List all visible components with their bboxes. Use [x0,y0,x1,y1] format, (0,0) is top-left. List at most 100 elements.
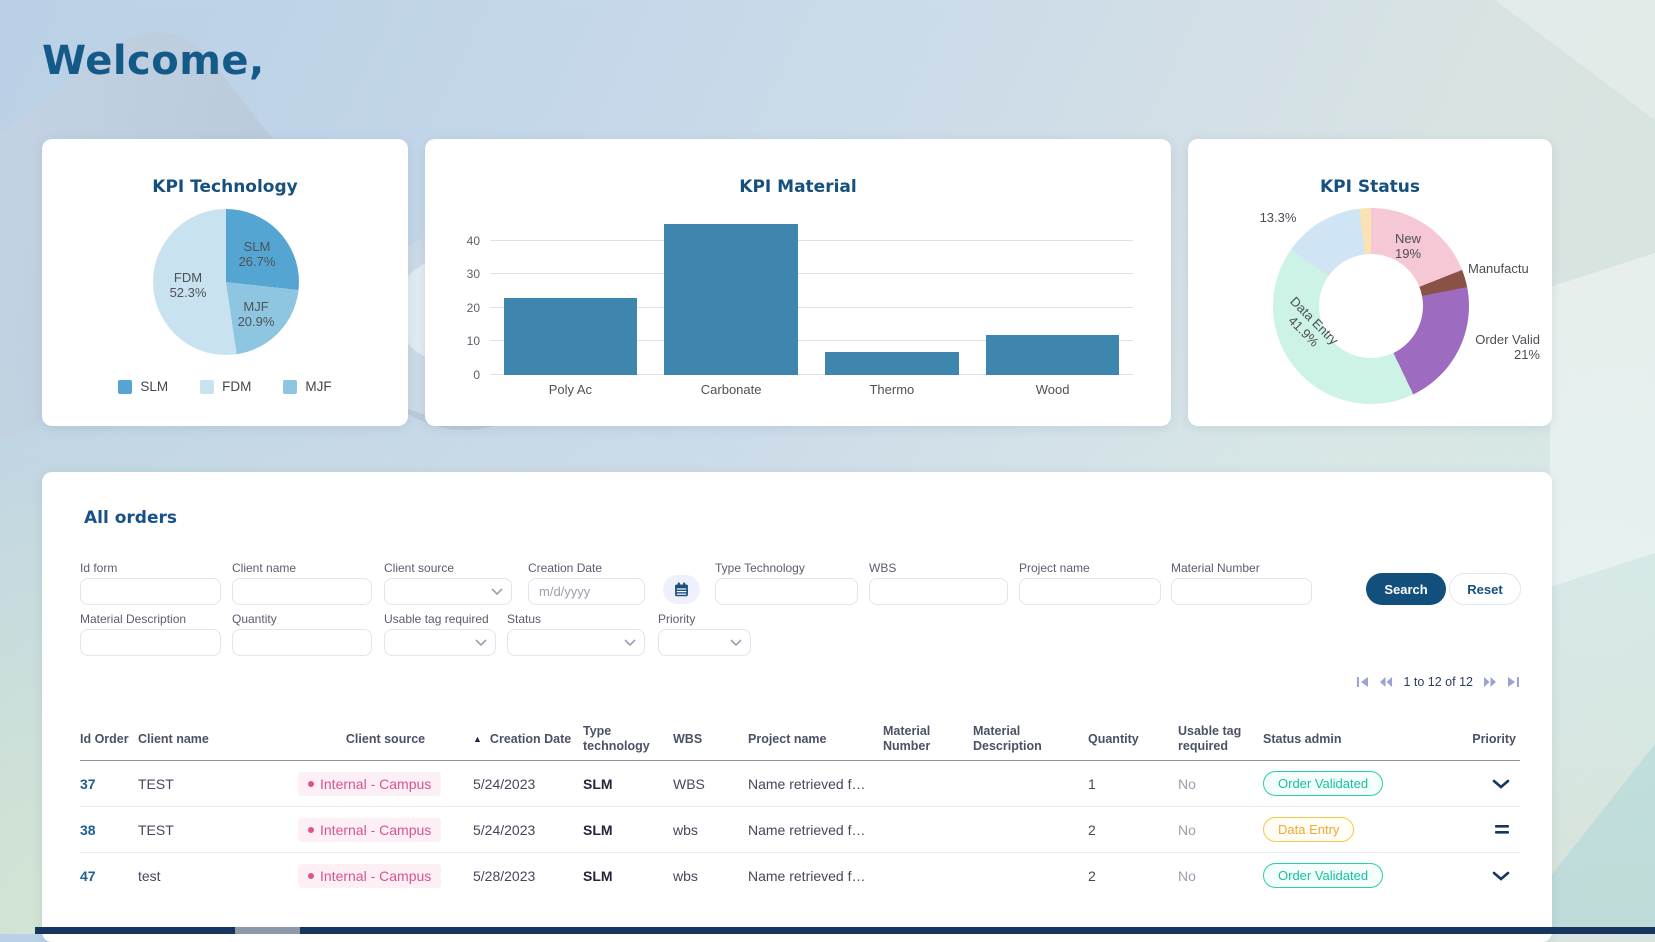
legend-swatch [283,379,298,394]
legend-item: FDM [200,379,251,394]
next-page-button[interactable] [1483,676,1497,688]
status-badge[interactable]: Order Validated [1263,863,1384,888]
cell-id-order[interactable]: 47 [80,867,96,884]
bar-category-label: Poly Ac [548,382,593,397]
bar [825,351,959,375]
client-name-input[interactable] [232,578,372,605]
bar-group: Wood [972,224,1133,397]
kpi-material-title: KPI Material [739,177,857,197]
legend-label: SLM [140,379,169,394]
table-row[interactable]: 37 TEST Internal - Campus 5/24/2023 SLM … [80,761,1520,807]
y-tick-label: 30 [466,267,480,282]
search-button[interactable]: Search [1366,573,1446,605]
header-status-admin[interactable]: Status admin [1263,731,1342,746]
filter-project-name: Project name [1019,561,1161,605]
calendar-button[interactable] [663,575,700,604]
bar-group: Carbonate [651,224,812,397]
filter-label: WBS [869,561,897,575]
kpi-material-card: KPI Material 0 10 20 30 40 Poly Ac Carbonate Th… [425,139,1171,426]
kpi-status-title: KPI Status [1319,177,1421,197]
chevron-down-icon [624,639,636,646]
header-material-description[interactable]: Material Description [973,724,1042,753]
filter-label: Quantity [232,612,277,626]
header-project-name[interactable]: Project name [748,731,827,746]
gridline [490,273,1133,275]
cell-client-name: test [138,867,161,884]
cell-priority[interactable] [1458,779,1520,789]
client-source-select[interactable] [384,578,512,605]
calendar-icon [675,582,688,597]
header-priority[interactable]: Priority [1472,731,1516,746]
cell-usable-tag-required: No [1178,867,1196,884]
header-creation-date[interactable]: ▲ Creation Date [473,731,572,746]
filter-wbs: WBS [869,561,1008,605]
filter-label: Material Number [1171,561,1260,575]
cell-client-source: Internal - Campus [298,771,473,796]
header-quantity[interactable]: Quantity [1088,731,1139,746]
cell-priority[interactable] [1458,824,1520,835]
cell-id-order[interactable]: 38 [80,821,96,838]
previous-page-button[interactable] [1379,676,1393,688]
quantity-input[interactable] [232,629,372,656]
status-badge[interactable]: Data Entry [1263,817,1355,842]
header-material-number[interactable]: Material Number [883,724,931,753]
header-client-name[interactable]: Client name [138,731,209,746]
kpi-technology-card: KPI Technology SLM 26.7% FDM 52.3% MJF 20.9… [42,139,408,426]
status-select[interactable] [507,629,645,656]
material-number-input[interactable] [1171,578,1312,605]
filter-priority: Priority [658,612,751,656]
cell-type-technology: SLM [583,821,613,838]
header-type-technology[interactable]: Type technology [583,724,650,753]
header-id-order[interactable]: Id Order [80,731,129,746]
all-orders-title: All orders [84,508,177,528]
priority-low-chevron-down-icon [1492,779,1510,789]
material-description-input[interactable] [80,629,221,656]
scrollbar-thumb[interactable] [235,927,300,934]
filter-material-description: Material Description [80,612,221,656]
y-tick-label: 40 [466,233,480,248]
cell-quantity: 1 [1088,775,1096,792]
cell-usable-tag-required: No [1178,775,1196,792]
header-client-source[interactable]: Client source [345,731,426,746]
project-name-input[interactable] [1019,578,1161,605]
id-form-input[interactable] [80,578,221,605]
wbs-input[interactable] [869,578,1008,605]
cell-client-source: Internal - Campus [298,863,473,888]
cell-client-name: TEST [138,775,174,792]
usable-tag-required-select[interactable] [384,629,496,656]
cell-usable-tag-required: No [1178,821,1196,838]
filter-client-name: Client name [232,561,372,605]
all-orders-card: All orders Id form Client name Client so… [42,472,1552,942]
bar [664,224,798,375]
bar-group: Poly Ac [490,224,651,397]
table-row[interactable]: 38 TEST Internal - Campus 5/24/2023 SLM … [80,807,1520,853]
sort-ascending-icon: ▲ [473,733,482,744]
table-row[interactable]: 47 test Internal - Campus 5/28/2023 SLM … [80,853,1520,898]
type-technology-input[interactable] [715,578,858,605]
previous-page-icon [1380,677,1393,687]
cell-type-technology: SLM [583,867,613,884]
next-page-icon [1484,677,1496,687]
filter-quantity: Quantity [232,612,372,656]
status-badge[interactable]: Order Validated [1263,771,1384,796]
donut-label-new: New 19% [1394,231,1422,261]
header-wbs[interactable]: WBS [673,731,703,746]
cell-priority[interactable] [1458,871,1520,881]
last-page-button[interactable] [1507,676,1520,688]
cell-id-order[interactable]: 37 [80,775,96,792]
first-page-button[interactable] [1356,676,1369,688]
header-usable-tag-required[interactable]: Usable tag required [1178,724,1242,753]
kpi-status-card: KPI Status 13.3% New 19% Manufactu Order … [1188,139,1552,426]
creation-date-input[interactable] [528,578,645,605]
filter-label: Status [507,612,542,626]
pagination: 1 to 12 of 12 [1356,675,1520,689]
horizontal-scrollbar[interactable] [35,927,1655,934]
pagination-label: 1 to 12 of 12 [1403,675,1473,689]
client-source-badge: Internal - Campus [298,863,442,888]
donut-label-order-validated: Order Valid 21% [1475,332,1540,362]
cell-creation-date: 5/24/2023 [473,775,536,792]
reset-button[interactable]: Reset [1449,573,1521,605]
bar [985,334,1120,375]
priority-select[interactable] [658,629,751,656]
chevron-down-icon [491,588,503,595]
